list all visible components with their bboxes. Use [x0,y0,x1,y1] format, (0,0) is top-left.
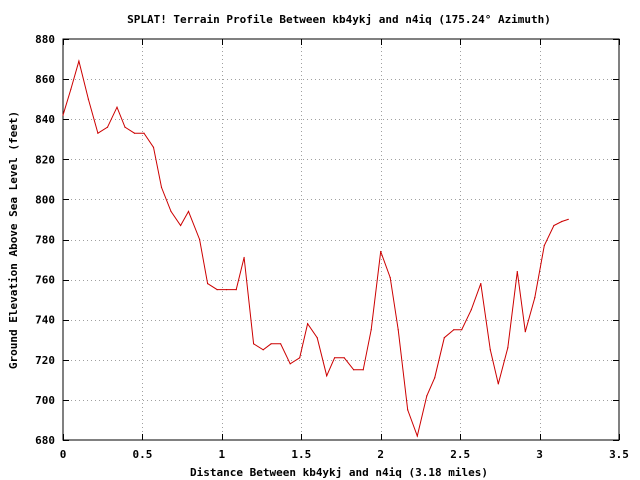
y-tick-label: 780 [35,234,55,247]
data-point [480,283,482,285]
data-point [380,250,382,253]
ticks: 0 0.5 1 1.5 2 2.5 3 3.5 680 700 720 740 760 780 800 820… [35,33,629,461]
data-point [534,297,536,299]
y-tick-label: 740 [35,314,55,327]
data-point [316,337,318,339]
data-point [497,383,499,385]
y-tick-label: 800 [35,193,55,206]
data-point [106,126,109,128]
grid [63,39,619,440]
data-point [397,329,399,331]
data-point [133,132,136,134]
data-point [243,256,245,259]
data-point [443,337,445,339]
data-point [416,435,418,437]
data-point [78,60,80,62]
data-point [97,132,99,134]
data-point [180,224,182,227]
data-point [489,349,491,351]
data-point [470,309,472,311]
data-point [461,329,463,331]
data-point [87,98,89,100]
y-tick-label: 700 [35,394,55,407]
data-point [280,343,282,345]
y-tick-label: 760 [35,274,55,287]
x-tick-label: 2 [377,448,384,461]
x-tick-label: 1 [219,448,226,461]
data-point [407,409,409,411]
data-point [262,349,264,351]
x-tick-label: 0 [60,448,67,461]
y-axis-label: Ground Elevation Above Sea Level (feet) [7,111,20,369]
data-point [353,369,355,371]
data-point [389,277,391,279]
data-point [453,329,455,331]
data-point [543,244,545,247]
y-tick-label: 820 [35,153,55,166]
chart-title: SPLAT! Terrain Profile Between kb4ykj an… [127,13,551,26]
data-point [507,347,509,349]
data-point [434,377,436,379]
data-point [187,210,190,212]
data-point [307,323,309,325]
x-tick-label: 2.5 [450,448,470,461]
data-point [561,220,563,223]
data-points [62,60,569,437]
x-tick-label: 0.5 [132,448,152,461]
y-tick-label: 720 [35,354,55,367]
data-point [567,218,569,220]
data-point [326,375,328,377]
y-tick-label: 880 [35,33,55,46]
data-point [62,114,64,116]
data-point [362,369,364,371]
data-point [253,343,255,345]
y-tick-label: 840 [35,113,55,126]
x-tick-label: 1.5 [291,448,311,461]
x-axis-label: Distance Between kb4ykj and n4iq (3.18 m… [190,466,488,479]
data-point [299,357,301,359]
elevation-series-line [62,59,569,438]
data-point [553,224,555,227]
data-point [426,395,428,397]
data-point [199,238,201,241]
y-tick-label: 860 [35,73,55,86]
data-point [270,343,272,345]
plot-frame [62,38,620,441]
data-point [343,357,345,359]
data-point [143,132,145,134]
data-point [226,289,228,291]
data-point [370,329,372,331]
data-point [207,283,209,285]
data-point [124,126,126,128]
data-point [160,186,163,188]
data-point [152,146,155,148]
y-tick-label: 680 [35,434,55,447]
data-point [116,106,118,108]
data-point [70,88,72,90]
data-point [516,271,518,273]
data-point [216,289,218,291]
x-tick-label: 3.5 [609,448,629,461]
data-point [334,357,336,359]
data-point [524,331,526,333]
data-point [170,210,172,212]
data-point [235,289,237,291]
data-point [289,363,291,365]
x-tick-label: 3 [536,448,543,461]
